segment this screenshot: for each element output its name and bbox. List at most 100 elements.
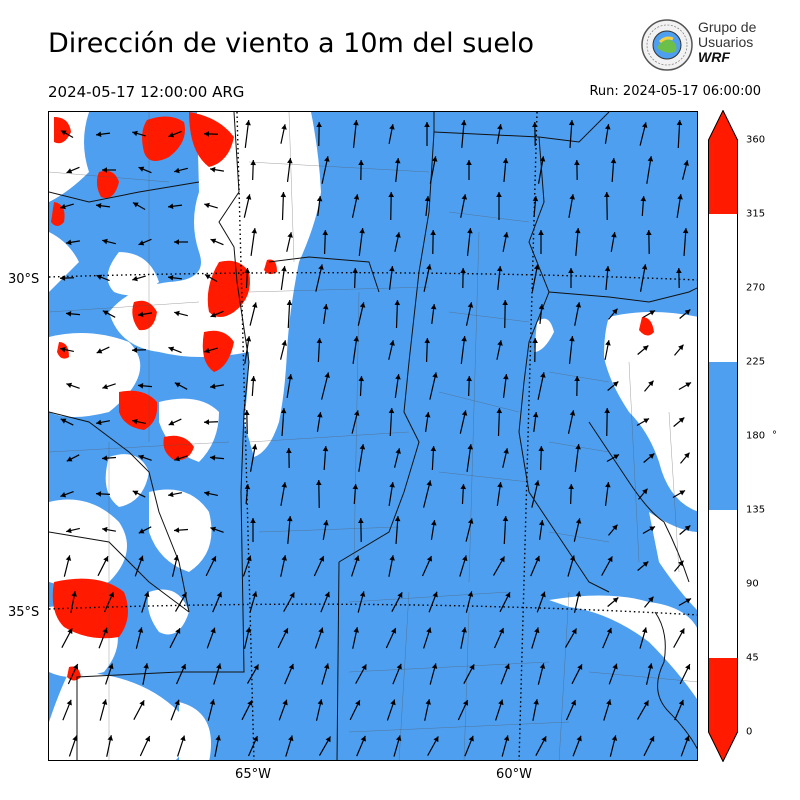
wind-arrow-head bbox=[66, 527, 72, 534]
wind-arrow-head bbox=[245, 336, 252, 342]
wind-arrow-head bbox=[466, 376, 472, 382]
wind-arrow-head bbox=[498, 699, 504, 706]
wind-arrow-head bbox=[287, 374, 293, 380]
wind-arrow-head bbox=[251, 228, 258, 234]
wind-arrow-head bbox=[430, 446, 437, 452]
wind-arrow-head bbox=[102, 238, 108, 245]
wind-arrow-head bbox=[461, 410, 468, 416]
wind-arrow-head bbox=[461, 336, 467, 342]
wind-arrow-head bbox=[461, 194, 468, 200]
wind-arrow-head bbox=[317, 412, 323, 418]
wind-arrow-head bbox=[359, 302, 366, 308]
wind-arrow-head bbox=[65, 555, 72, 561]
wind-arrow-head bbox=[390, 628, 397, 634]
wind-arrow-head bbox=[397, 592, 403, 599]
wind-arrow-head bbox=[210, 383, 216, 390]
wind-arrow-head bbox=[174, 382, 181, 388]
wind-arrow-head bbox=[424, 196, 431, 202]
wind-arrow-head bbox=[502, 516, 509, 522]
wind-arrow-head bbox=[204, 490, 210, 497]
wind-arrow-head bbox=[72, 664, 79, 670]
wind-arrow-head bbox=[640, 196, 647, 202]
wind-arrow-head bbox=[606, 627, 612, 634]
wind-arrow-head bbox=[649, 736, 655, 742]
wind-arrow-head bbox=[359, 228, 365, 234]
wind-arrow-head bbox=[568, 484, 574, 490]
wind-arrow-head bbox=[533, 264, 540, 270]
wind-arrow-head bbox=[138, 528, 145, 534]
wind-arrow-head bbox=[211, 556, 217, 562]
wind-arrow-head bbox=[468, 735, 474, 742]
logo: Grupo de Usuarios WRF bbox=[638, 18, 768, 74]
wind-arrow-head bbox=[280, 408, 287, 414]
wind-arrow-head bbox=[132, 418, 138, 425]
wind-arrow-head bbox=[541, 736, 547, 743]
wind-arrow-head bbox=[496, 266, 503, 272]
wind-arrow-head bbox=[318, 556, 325, 562]
wind-arrow-head bbox=[316, 480, 322, 486]
wind-arrow-head bbox=[180, 735, 186, 742]
wind-arrow-head bbox=[210, 627, 216, 634]
wind-arrow-head bbox=[532, 338, 538, 344]
wind-arrow-head bbox=[539, 663, 546, 669]
wind-arrow-head bbox=[60, 130, 67, 136]
wind-arrow-head bbox=[253, 664, 259, 671]
run-time: Run: 2024-05-17 06:00:00 bbox=[589, 84, 761, 99]
wind-arrow-head bbox=[497, 482, 503, 488]
wind-arrow-head bbox=[394, 516, 401, 522]
wind-arrow-head bbox=[649, 310, 656, 316]
wind-arrow-head bbox=[678, 560, 684, 567]
wind-arrow-head bbox=[388, 408, 395, 414]
wind-arrow-head bbox=[497, 124, 503, 130]
lon-label-60w: 60°W bbox=[496, 767, 532, 782]
wind-arrow-head bbox=[360, 735, 366, 742]
wind-arrow-head bbox=[281, 124, 287, 130]
wind-arrow-head bbox=[353, 627, 359, 633]
wind-arrow-head bbox=[168, 274, 174, 281]
wind-arrow-head bbox=[60, 418, 67, 424]
wind-arrow-head bbox=[610, 158, 617, 164]
wind-arrow-head bbox=[503, 735, 510, 741]
wind-arrow-head bbox=[641, 627, 648, 634]
wind-arrow-head bbox=[611, 735, 618, 741]
wind-arrow-head bbox=[647, 663, 654, 669]
wind-arrow-head bbox=[432, 591, 438, 598]
wind-arrow-head bbox=[288, 735, 294, 742]
wind-arrow-head bbox=[505, 592, 511, 598]
wind-arrow-head bbox=[174, 699, 180, 706]
wind-arrow-head bbox=[66, 456, 73, 462]
wind-arrow-head bbox=[426, 264, 432, 270]
wind-arrow-head bbox=[389, 340, 395, 346]
wind-arrow-head bbox=[355, 700, 361, 706]
wind-arrow-head bbox=[102, 310, 109, 316]
wind-arrow-head bbox=[108, 663, 114, 670]
wind-arrow-head bbox=[204, 131, 210, 137]
wind-arrow-head bbox=[532, 122, 538, 128]
wind-arrow-head bbox=[316, 196, 323, 202]
wind-arrow-head bbox=[283, 628, 289, 634]
colorbar-band-135-225 bbox=[708, 362, 738, 510]
wind-arrow-head bbox=[462, 700, 469, 706]
wind-arrow-head bbox=[534, 480, 540, 486]
wind-arrow-head bbox=[467, 591, 474, 597]
wind-arrow-head bbox=[538, 304, 545, 310]
wind-arrow-head bbox=[250, 518, 256, 523]
wind-arrow-head bbox=[216, 663, 222, 670]
wind-arrow-head bbox=[461, 627, 467, 633]
wind-arrow-head bbox=[426, 555, 432, 562]
wind-arrow-head bbox=[539, 156, 546, 162]
wind-arrow-head bbox=[502, 158, 509, 164]
lat-label-35s: 35°S bbox=[8, 605, 40, 620]
wind-arrow-head bbox=[647, 156, 654, 162]
wind-arrow-head bbox=[540, 372, 546, 378]
wind-arrow-head bbox=[676, 268, 682, 274]
wind-arrow-head bbox=[316, 122, 322, 128]
wind-arrow-head bbox=[282, 699, 288, 706]
wind-arrow-head bbox=[497, 340, 503, 346]
colorbar bbox=[708, 110, 738, 762]
wind-arrow-head bbox=[604, 408, 610, 414]
wind-arrow-head bbox=[216, 591, 222, 598]
colorbar-tick-135: 135 bbox=[746, 504, 766, 516]
wind-arrow-head bbox=[568, 120, 575, 126]
wind-arrow-head bbox=[210, 312, 217, 318]
